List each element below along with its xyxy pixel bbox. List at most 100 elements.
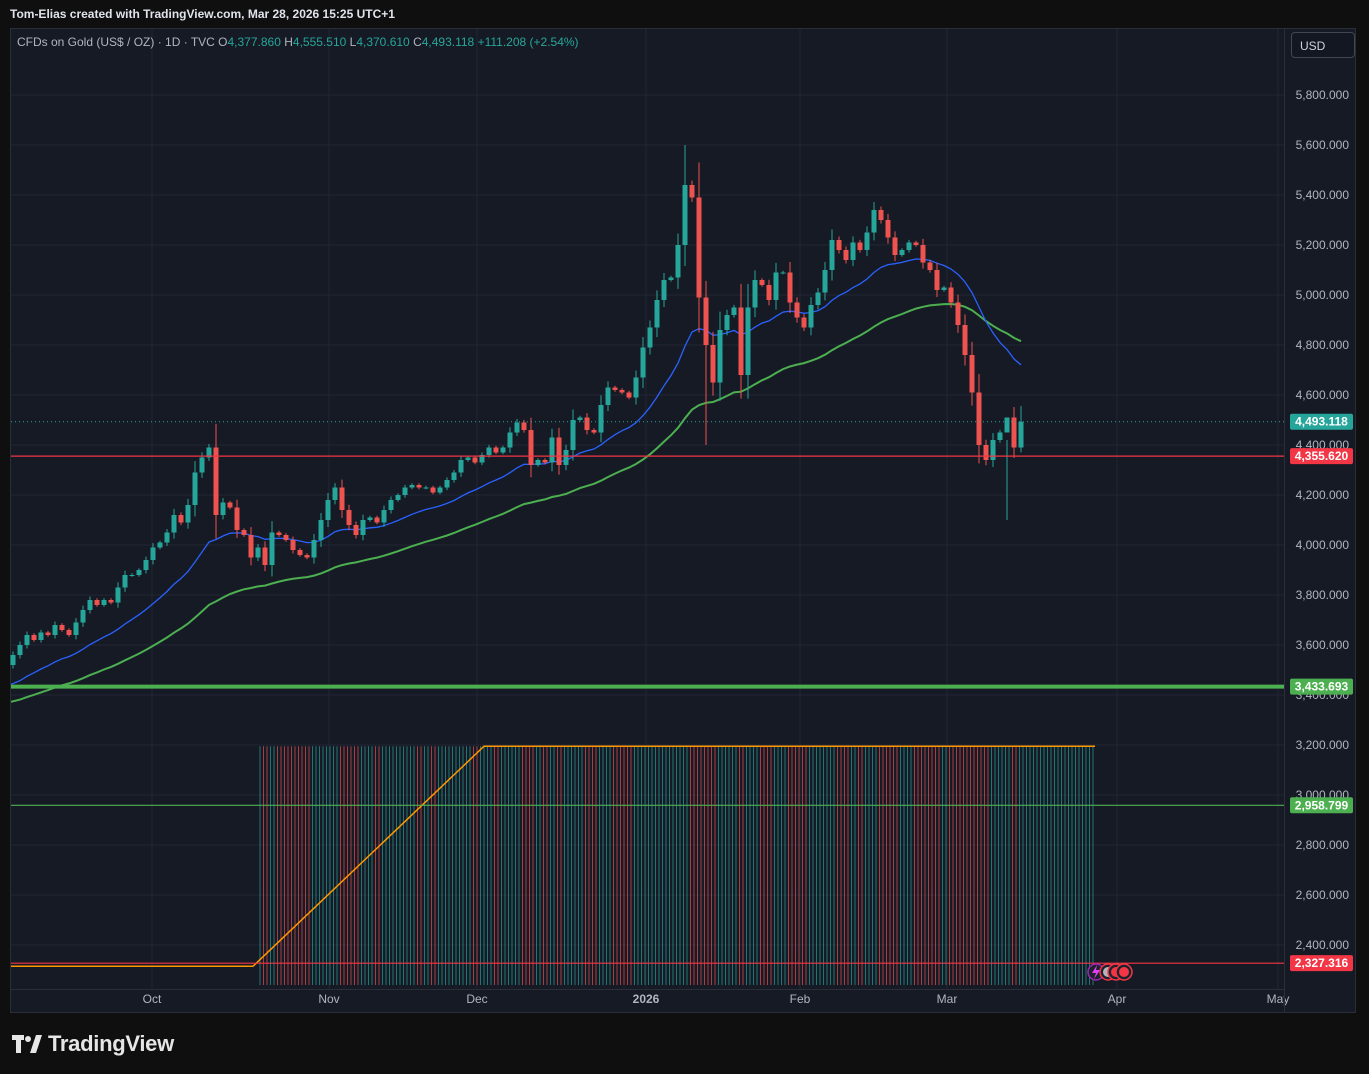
candle-body [668, 277, 674, 280]
candle-body [913, 242, 919, 245]
price-tag-label: 4,493.118 [1295, 415, 1348, 429]
candle-body [829, 240, 835, 270]
candle-body [605, 387, 611, 405]
footer-bar [0, 1014, 1369, 1074]
y-axis-tick-label: 2,600.000 [1296, 888, 1350, 902]
candle-body [906, 242, 912, 250]
candle-body [976, 392, 982, 445]
y-axis-tick-label: 4,600.000 [1296, 388, 1350, 402]
candle-body [87, 600, 93, 610]
open-label: O [218, 35, 228, 49]
candle-body [654, 300, 660, 328]
candle-body [794, 302, 800, 318]
candle-body [990, 440, 996, 460]
open-value: 4,377.860 [227, 35, 281, 49]
candle-body [143, 560, 149, 570]
candle-body [731, 307, 737, 315]
us-flag-icon [1119, 967, 1129, 977]
ma-fast-line [10, 258, 1022, 686]
close-value: 4,493.118 [421, 35, 475, 49]
candle-body [388, 500, 394, 510]
candle-body [556, 437, 562, 465]
candle-body [528, 430, 534, 465]
currency-selector[interactable]: USD [1291, 32, 1355, 58]
price-tag-label: 2,958.799 [1295, 798, 1349, 812]
low-label: L [349, 35, 357, 49]
candle-body [276, 532, 282, 535]
candle-body [857, 242, 863, 250]
tradingview-logo-icon [12, 1035, 42, 1053]
candle-body [584, 417, 590, 430]
x-axis-label: Nov [318, 992, 339, 1006]
candle-body [45, 632, 51, 635]
candle-body [675, 245, 681, 278]
candle-body [542, 460, 548, 463]
candle-body [892, 237, 898, 255]
candle-body [66, 630, 72, 635]
candle-body [864, 232, 870, 250]
candle-body [318, 520, 324, 540]
candle-body [1004, 417, 1010, 433]
candle-body [507, 432, 513, 448]
candle-body [752, 280, 758, 308]
high-label: H [284, 35, 293, 49]
candle-body [164, 532, 170, 543]
y-axis-tick-label: 3,800.000 [1296, 588, 1350, 602]
candle-body [402, 487, 408, 495]
candle-body [759, 280, 765, 285]
price-tag-badge [1290, 413, 1353, 430]
candle-body [577, 417, 583, 420]
candle-body [262, 547, 268, 565]
candle-body [304, 555, 310, 558]
candle-body [640, 347, 646, 378]
y-axis-tick-label: 2,800.000 [1296, 838, 1350, 852]
candle-body [591, 430, 597, 433]
symbol-legend: CFDs on Gold (US$ / OZ) · 1D · TVC O4,37… [17, 35, 579, 49]
candle-body [766, 285, 772, 300]
close-label: C [413, 35, 422, 49]
y-axis-tick-label: 4,200.000 [1296, 488, 1350, 502]
candle-body [171, 515, 177, 533]
orange-indicator-line [11, 745, 1095, 967]
price-tag-label: 3,433.693 [1295, 680, 1349, 694]
candle-body [227, 502, 233, 508]
candle-body [444, 480, 450, 488]
candle-body [150, 547, 156, 560]
candle-body [437, 487, 443, 493]
candle-body [332, 487, 338, 500]
candle-body [178, 515, 184, 523]
high-value: 4,555.510 [292, 35, 347, 49]
candle-body [549, 437, 555, 463]
candle-body [290, 540, 296, 550]
candle-body [465, 457, 471, 460]
candle-body [192, 472, 198, 505]
candle-body [493, 447, 499, 453]
y-axis-tick-label: 4,800.000 [1296, 338, 1350, 352]
tradingview-brand[interactable]: TradingView [12, 1031, 174, 1057]
candle-body [101, 600, 107, 605]
low-value: 4,370.610 [356, 35, 410, 49]
symbol-name[interactable]: CFDs on Gold (US$ / OZ) · 1D · TVC [17, 35, 215, 49]
candle-body [486, 447, 492, 455]
candle-body [745, 307, 751, 375]
candle-body [297, 550, 303, 555]
candle-body [451, 472, 457, 480]
candle-body [871, 210, 877, 233]
x-axis-label: Dec [466, 992, 487, 1006]
candle-body [430, 487, 436, 493]
candle-body [94, 600, 100, 605]
candle-body [199, 457, 205, 473]
candle-body [969, 355, 975, 393]
ma-slow-line [10, 302, 1022, 703]
candle-body [311, 540, 317, 558]
candle-body [248, 535, 254, 558]
candle-body [122, 575, 128, 588]
candle-body [598, 405, 604, 433]
y-axis-tick-label: 5,400.000 [1296, 188, 1350, 202]
x-axis-label: Feb [790, 992, 811, 1006]
y-axis-tick-label: 5,200.000 [1296, 238, 1350, 252]
candle-body [52, 625, 58, 635]
candle-body [661, 280, 667, 300]
candle-body [626, 392, 632, 398]
